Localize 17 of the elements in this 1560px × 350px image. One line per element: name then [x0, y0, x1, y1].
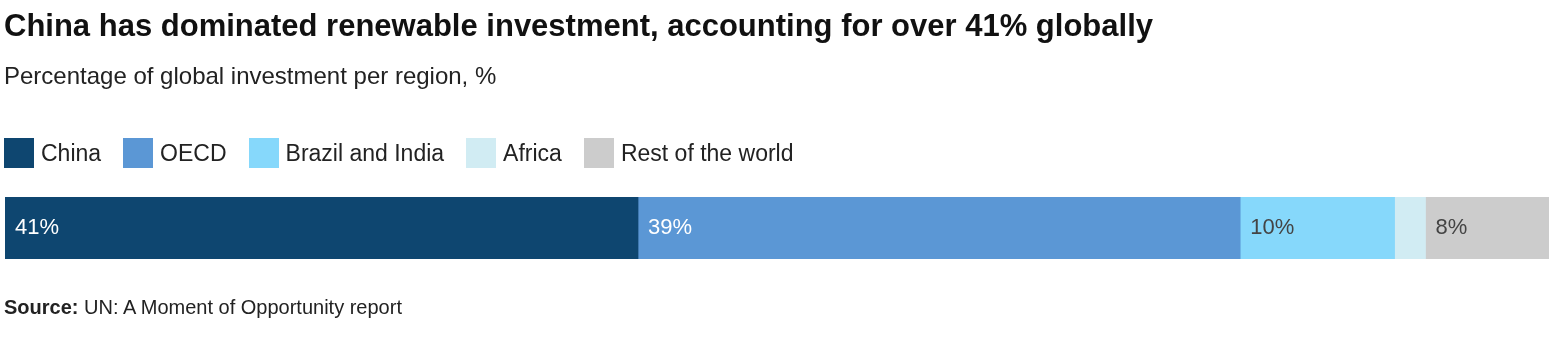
bar [637, 197, 1241, 259]
source-note: Source: UN: A Moment of Opportunity report [4, 296, 402, 318]
chart-subtitle: Percentage of global investment per region, % [4, 62, 497, 90]
legend-label: Brazil and India [285, 139, 445, 167]
chart-title: China has dominated renewable investment, accounting for over 41% globally [4, 8, 1153, 44]
legend-label: OECD [160, 139, 227, 167]
legend-label: Rest of the world [620, 139, 794, 167]
data-label: 41% [15, 214, 60, 240]
bar [5, 197, 639, 259]
bar [1394, 197, 1426, 259]
bar [1239, 197, 1395, 259]
data-label: 10% [1250, 214, 1295, 240]
legend-label: China [41, 139, 102, 167]
bar [1425, 197, 1549, 259]
data-label: 8% [1435, 214, 1468, 240]
data-label: 39% [648, 214, 693, 240]
legend-label: Africa [503, 139, 562, 167]
